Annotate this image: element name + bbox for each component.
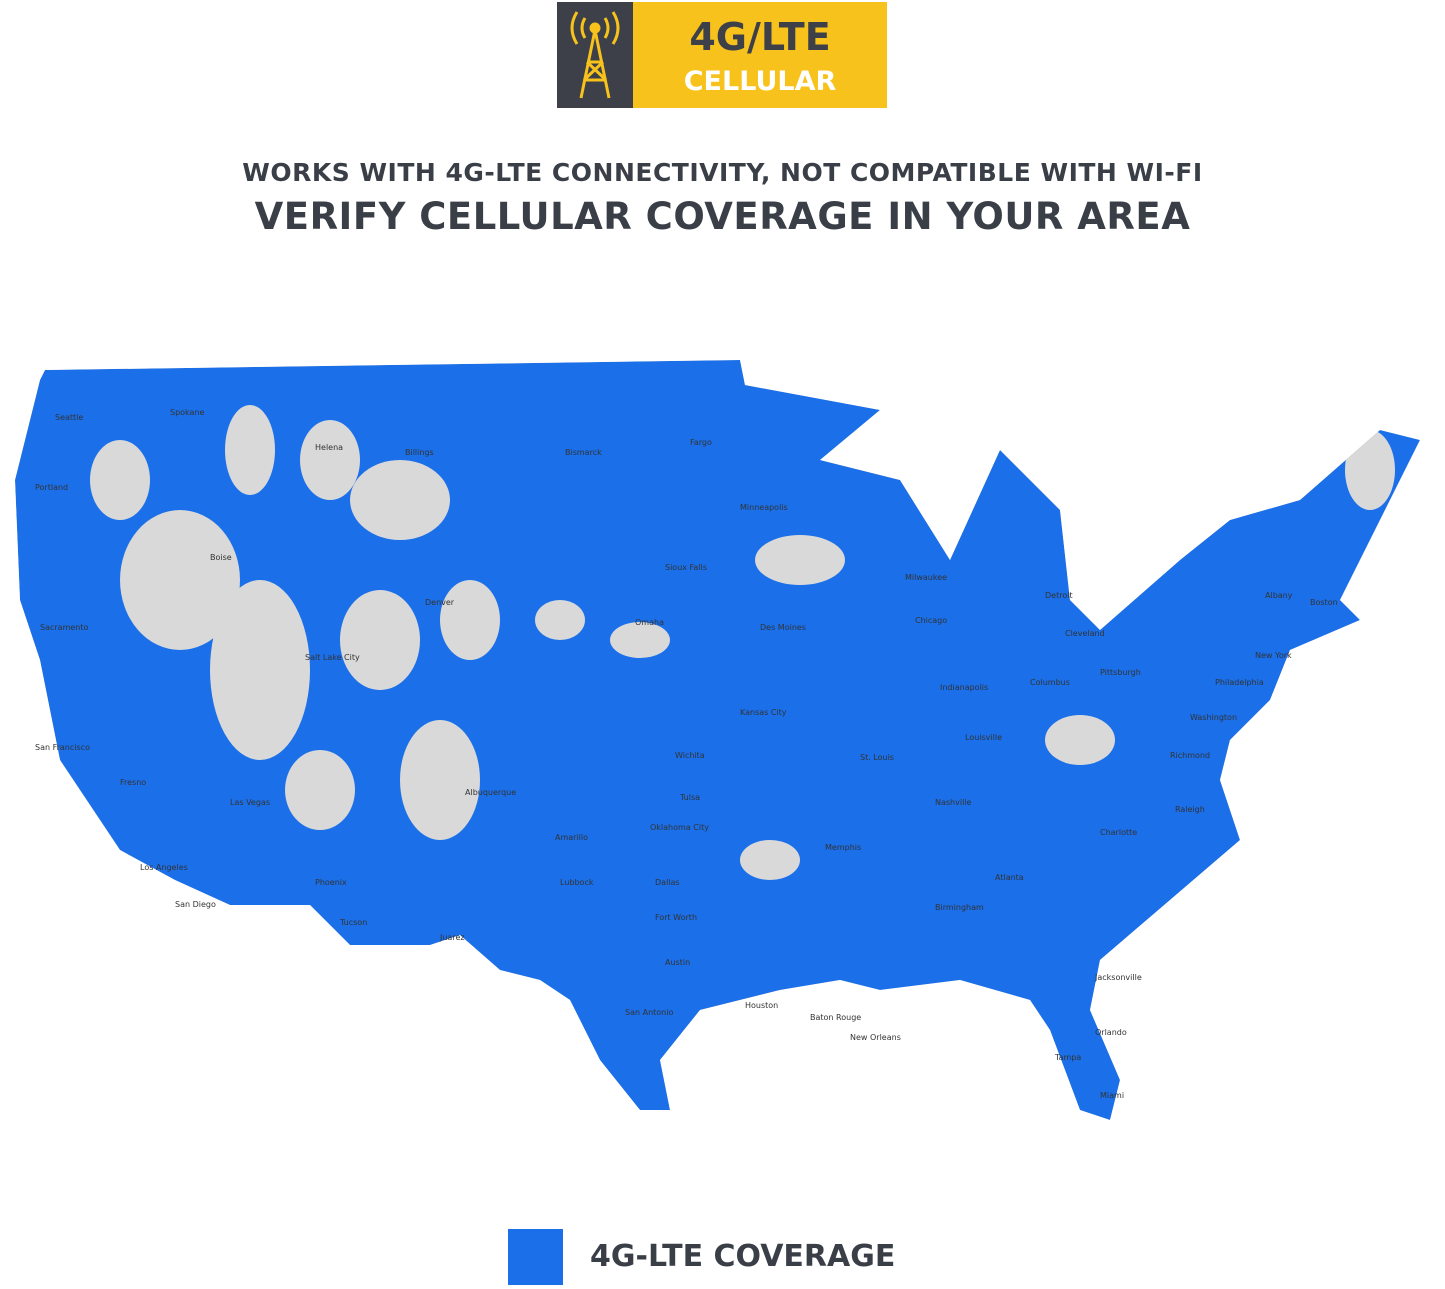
legend-label: 4G-LTE COVERAGE: [590, 1239, 896, 1274]
city-label: Philadelphia: [1215, 678, 1264, 687]
city-label: Spokane: [170, 408, 205, 417]
city-label: Minneapolis: [740, 503, 788, 512]
city-label: New Orleans: [850, 1033, 901, 1042]
city-label: Chicago: [915, 616, 947, 625]
city-label: Denver: [425, 598, 455, 607]
city-label: Phoenix: [315, 878, 347, 887]
city-label: Pittsburgh: [1100, 668, 1141, 677]
city-label: San Diego: [175, 900, 216, 909]
coverage-area: [15, 360, 1420, 1120]
city-label: Billings: [405, 448, 434, 457]
city-label: Milwaukee: [905, 573, 947, 582]
city-label: Omaha: [635, 618, 664, 627]
city-label: Dallas: [655, 878, 680, 887]
city-label: Los Angeles: [140, 863, 188, 872]
city-label: Albany: [1265, 591, 1293, 600]
city-label: Baton Rouge: [810, 1013, 861, 1022]
badge-text-bg: [633, 2, 887, 108]
city-label: Nashville: [935, 798, 972, 807]
city-label: Sacramento: [40, 623, 88, 632]
subtitle: WORKS WITH 4G-LTE CONNECTIVITY, NOT COMP…: [242, 158, 1203, 187]
city-label: Austin: [665, 958, 690, 967]
city-label: Lubbock: [560, 878, 594, 887]
city-label: San Antonio: [625, 1008, 673, 1017]
city-label: Amarillo: [555, 833, 588, 842]
city-label: Birmingham: [935, 903, 984, 912]
city-label: Louisville: [965, 733, 1002, 742]
city-label: Salt Lake City: [305, 653, 360, 662]
city-label: Fargo: [690, 438, 712, 447]
city-label: Wichita: [675, 751, 705, 760]
city-label: Bismarck: [565, 448, 602, 457]
city-label: San Francisco: [35, 743, 90, 752]
city-labels: Seattle Portland Spokane Boise Helena Billing…: [35, 408, 1338, 1100]
city-label: Albuquerque: [465, 788, 516, 797]
no-coverage: [90, 405, 1395, 880]
city-label: Richmond: [1170, 751, 1210, 760]
city-label: Miami: [1100, 1091, 1124, 1100]
city-label: New York: [1255, 651, 1292, 660]
city-label: Boston: [1310, 598, 1338, 607]
city-label: Fort Worth: [655, 913, 697, 922]
city-label: Oklahoma City: [650, 823, 709, 832]
coverage: [15, 360, 1420, 1120]
city-label: Kansas City: [740, 708, 787, 717]
city-label: Indianapolis: [940, 683, 988, 692]
city-label: Atlanta: [995, 873, 1024, 882]
city-label: Fresno: [120, 778, 146, 787]
city-label: Tucson: [339, 918, 367, 927]
city-label: Detroit: [1045, 591, 1073, 600]
badge: 4G/LTE CELLULAR: [557, 2, 887, 108]
badge-icon-bg: [557, 2, 633, 108]
city-label: Raleigh: [1175, 805, 1205, 814]
city-label: Memphis: [825, 843, 861, 852]
tower-icon: [570, 11, 620, 99]
coverage-map: Seattle Portland Spokane Boise Helena Billing…: [15, 360, 1420, 1120]
badge-line1: 4G/LTE: [689, 15, 830, 59]
city-label: Helena: [315, 443, 343, 452]
city-label: Des Moines: [760, 623, 806, 632]
city-label: Tampa: [1054, 1053, 1081, 1062]
city-label: Charlotte: [1100, 828, 1137, 837]
city-label: Juarez: [439, 933, 465, 942]
city-label: Houston: [745, 1001, 778, 1010]
city-label: Jacksonville: [1094, 973, 1142, 982]
city-label: Columbus: [1030, 678, 1070, 687]
city-label: Cleveland: [1065, 629, 1105, 638]
city-label: Orlando: [1095, 1028, 1127, 1037]
city-label: Boise: [210, 553, 232, 562]
city-label: Tulsa: [679, 793, 700, 802]
city-label: St. Louis: [860, 753, 894, 762]
headline: VERIFY CELLULAR COVERAGE IN YOUR AREA: [254, 195, 1191, 238]
city-label: Las Vegas: [230, 798, 270, 807]
city-label: Portland: [35, 483, 68, 492]
city-label: Washington: [1190, 713, 1237, 722]
legend-swatch: [508, 1229, 563, 1285]
city-label: Seattle: [55, 413, 83, 422]
city-label: Sioux Falls: [665, 563, 707, 572]
badge-line2: CELLULAR: [684, 66, 837, 97]
